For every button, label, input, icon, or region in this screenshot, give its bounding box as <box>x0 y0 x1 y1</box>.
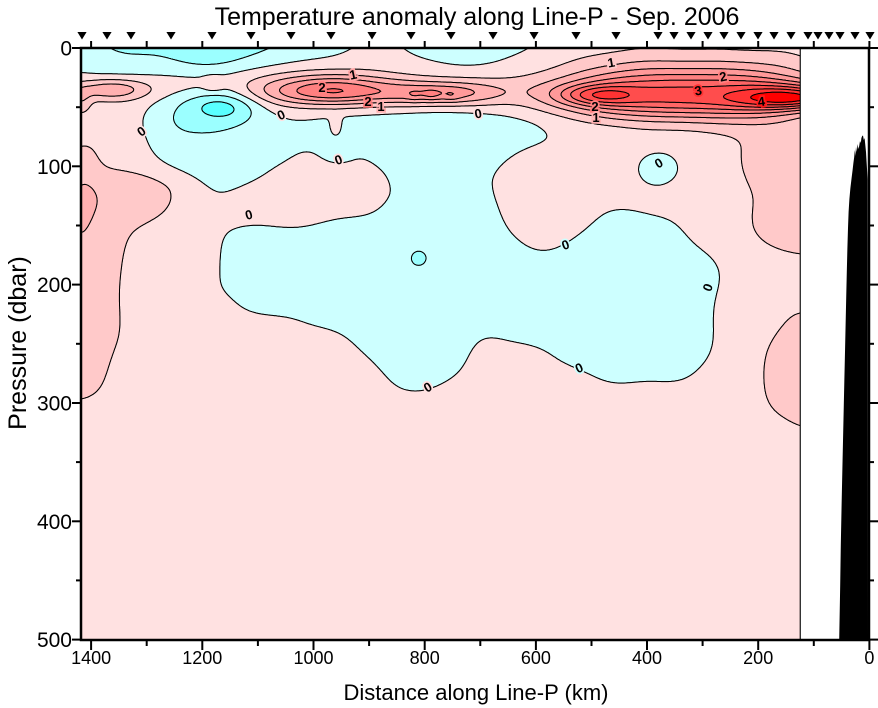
svg-text:Distance along Line-P (km): Distance along Line-P (km) <box>344 680 609 705</box>
svg-text:2: 2 <box>364 94 371 109</box>
svg-text:Pressure (dbar): Pressure (dbar) <box>4 256 32 430</box>
svg-text:200: 200 <box>37 274 72 297</box>
svg-text:2: 2 <box>591 99 598 114</box>
svg-text:0: 0 <box>60 38 72 61</box>
svg-text:200: 200 <box>743 648 773 668</box>
svg-text:300: 300 <box>37 393 72 416</box>
svg-text:500: 500 <box>37 629 72 652</box>
svg-text:1: 1 <box>592 110 599 125</box>
svg-text:1: 1 <box>377 99 384 114</box>
svg-text:800: 800 <box>410 648 440 668</box>
svg-text:400: 400 <box>37 511 72 534</box>
svg-text:0: 0 <box>864 648 874 668</box>
svg-text:600: 600 <box>521 648 551 668</box>
svg-text:2: 2 <box>318 80 325 95</box>
svg-text:1200: 1200 <box>182 648 222 668</box>
svg-text:100: 100 <box>37 156 72 179</box>
svg-text:1000: 1000 <box>293 648 333 668</box>
svg-text:400: 400 <box>632 648 662 668</box>
svg-text:1400: 1400 <box>71 648 111 668</box>
svg-text:Temperature anomaly along Line: Temperature anomaly along Line-P - Sep. … <box>215 3 740 31</box>
